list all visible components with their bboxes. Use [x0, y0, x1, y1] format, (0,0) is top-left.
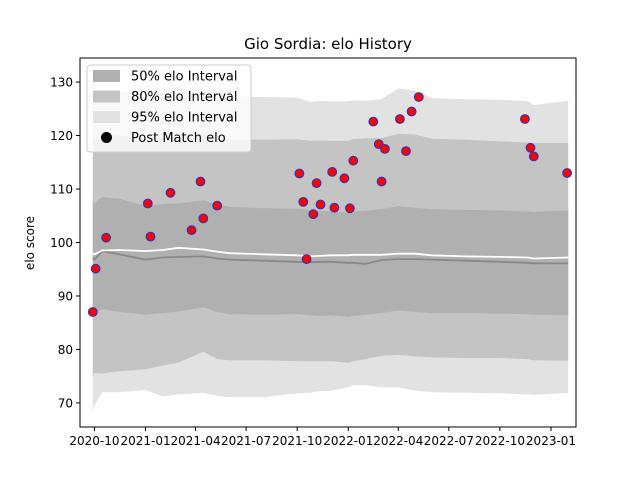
- post-match-elo-point: [413, 92, 424, 102]
- chart-title: Gio Sordia: elo History: [244, 35, 412, 53]
- post-match-elo-point: [308, 209, 319, 220]
- x-tick-label: 2021-07: [221, 434, 271, 448]
- post-match-elo-point: [528, 151, 539, 162]
- post-match-elo-point: [145, 231, 156, 242]
- legend: 50% elo Interval 80% elo Interval 95% elo …: [86, 64, 252, 153]
- post-match-elo-point: [315, 199, 326, 210]
- y-tick-label: 70: [58, 396, 73, 410]
- x-tick-label: 2022-10: [475, 434, 525, 448]
- y-tick-label: 100: [50, 236, 73, 250]
- post-match-elo-point: [142, 198, 153, 209]
- x-tick-label: 2020-10: [69, 434, 119, 448]
- post-match-elo-point: [329, 202, 340, 213]
- post-match-elo-point: [186, 225, 197, 236]
- x-tick-label: 2022-07: [424, 434, 474, 448]
- median-line: [92, 250, 569, 265]
- post-match-elo-point: [401, 146, 411, 157]
- legend-swatch: [93, 90, 120, 103]
- legend-marker: [101, 132, 112, 143]
- y-tick-label: 90: [58, 289, 73, 303]
- y-axis: 70 80 90 100 110 120 130: [50, 76, 80, 410]
- legend-swatch: [93, 70, 120, 82]
- post-match-elo-point: [311, 178, 322, 189]
- post-match-elo-point: [395, 114, 405, 124]
- post-match-elo-point: [348, 155, 359, 166]
- legend-label: 50% elo Interval: [131, 70, 238, 85]
- y-tick-label: 120: [50, 129, 73, 143]
- x-tick-label: 2021-04: [170, 434, 220, 448]
- post-match-elo-point: [298, 196, 309, 207]
- post-match-elo-point: [380, 143, 390, 154]
- post-match-elo-point: [368, 116, 379, 127]
- x-axis: 2020-10 2021-01 2021-04 2021-07 2021-10 2022-…: [69, 427, 576, 448]
- mean-line: [92, 246, 569, 260]
- legend-label: 95% elo Interval: [131, 111, 238, 126]
- post-match-elo-point: [345, 203, 355, 214]
- x-tick-label: 2021-01: [120, 434, 170, 448]
- x-tick-label: 2023-01: [526, 434, 576, 448]
- post-match-elo-point: [198, 213, 209, 224]
- x-tick-label: 2022-01: [323, 434, 373, 448]
- post-match-elo-point: [294, 168, 305, 179]
- x-tick-label: 2021-10: [272, 434, 322, 448]
- post-match-elo-point: [327, 166, 338, 177]
- post-match-elo-point: [87, 307, 98, 317]
- post-match-elo-point: [90, 263, 101, 274]
- post-match-elo-point: [165, 187, 176, 198]
- post-match-elo-point: [339, 173, 350, 184]
- y-tick-label: 110: [50, 183, 73, 197]
- post-match-elo-point: [195, 176, 206, 187]
- post-match-elo-point: [406, 106, 417, 117]
- post-match-elo-point: [520, 114, 530, 124]
- legend-label: Post Match elo: [131, 131, 226, 146]
- legend-box: [86, 64, 252, 153]
- post-match-elo-point: [525, 142, 536, 153]
- post-match-elo-point: [562, 168, 572, 178]
- legend-label: 80% elo Interval: [131, 90, 238, 105]
- x-tick-label: 2022-04: [373, 434, 423, 448]
- post-match-elo-point: [101, 232, 111, 243]
- band-50-interval: [92, 197, 569, 317]
- post-match-elo-point: [212, 200, 223, 211]
- y-axis-label: elo score: [23, 216, 37, 270]
- y-tick-label: 80: [58, 343, 73, 357]
- y-tick-label: 130: [50, 76, 73, 90]
- post-match-elo-point: [376, 176, 387, 187]
- legend-swatch: [93, 111, 120, 123]
- post-match-elo-point: [301, 254, 312, 265]
- plot-area: [87, 88, 572, 411]
